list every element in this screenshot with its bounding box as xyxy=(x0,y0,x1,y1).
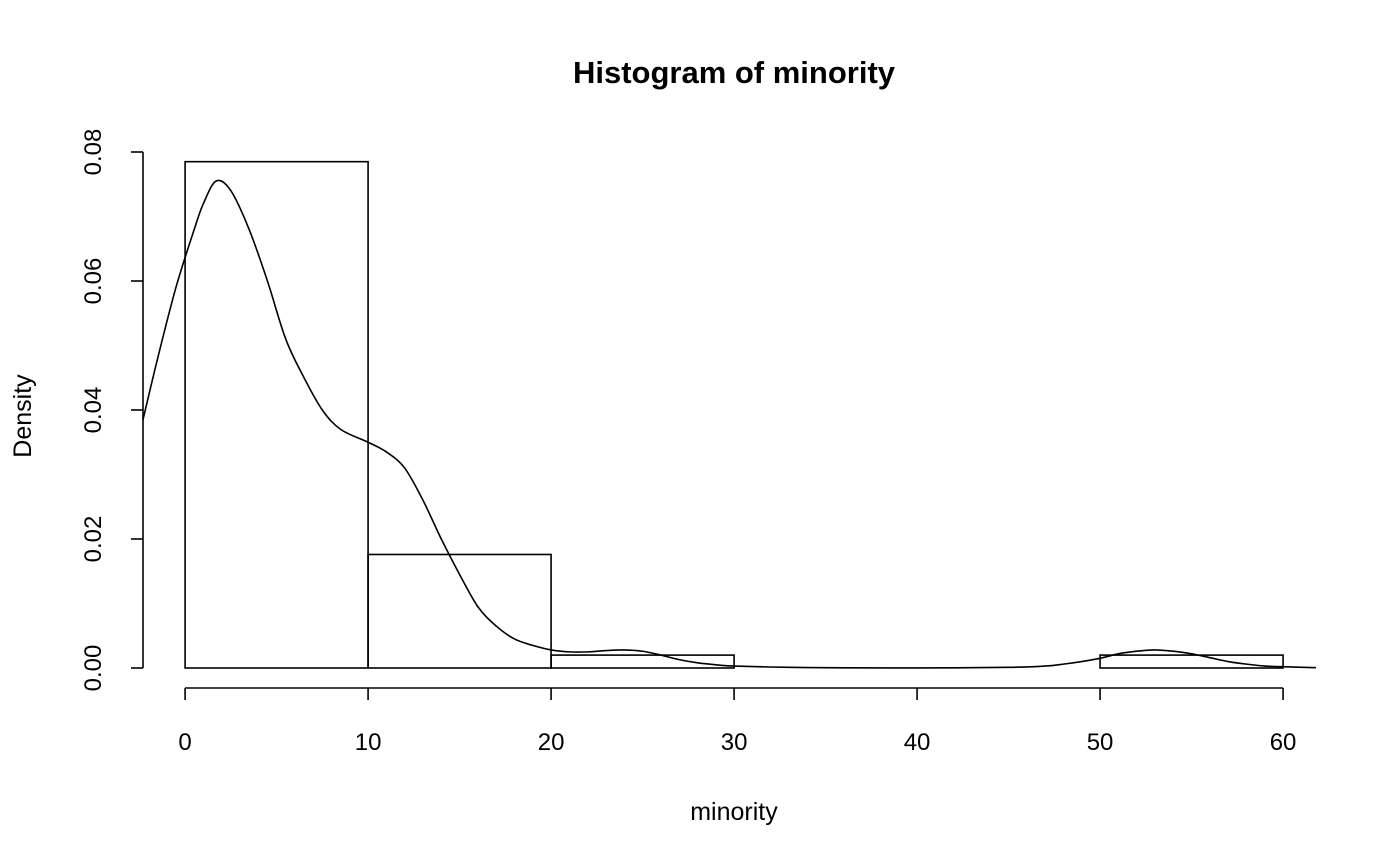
y-tick-label-4: 0.08 xyxy=(80,129,107,176)
y-tick-label-3: 0.06 xyxy=(80,258,107,305)
density-curve-group xyxy=(142,179,1317,669)
histogram-bar-5 xyxy=(1099,654,1284,669)
x-tick-label-2: 20 xyxy=(538,729,565,756)
histogram-bar-2 xyxy=(550,654,735,669)
histogram-bar-0 xyxy=(184,160,369,669)
x-tick-label-5: 50 xyxy=(1087,729,1114,756)
x-axis-label: minority xyxy=(690,798,778,826)
x-tick-label-0: 0 xyxy=(178,729,191,756)
histogram-bar-1 xyxy=(367,553,552,669)
x-tick-label-1: 10 xyxy=(355,729,382,756)
density-curve xyxy=(142,179,1317,669)
y-tick-label-1: 0.02 xyxy=(80,516,107,563)
y-tick-label-0: 0.00 xyxy=(80,645,107,692)
x-axis: 0 10 20 30 40 50 60 xyxy=(178,687,1297,756)
y-tick-label-2: 0.04 xyxy=(80,387,107,434)
x-tick-label-4: 40 xyxy=(904,729,931,756)
chart-title: Histogram of minority xyxy=(573,55,896,90)
y-axis: 0.00 0.02 0.04 0.06 0.08 xyxy=(80,129,144,692)
histogram-bars xyxy=(184,160,1284,669)
x-tick-label-3: 30 xyxy=(721,729,748,756)
x-tick-label-6: 60 xyxy=(1270,729,1297,756)
y-axis-label: Density xyxy=(9,374,37,458)
